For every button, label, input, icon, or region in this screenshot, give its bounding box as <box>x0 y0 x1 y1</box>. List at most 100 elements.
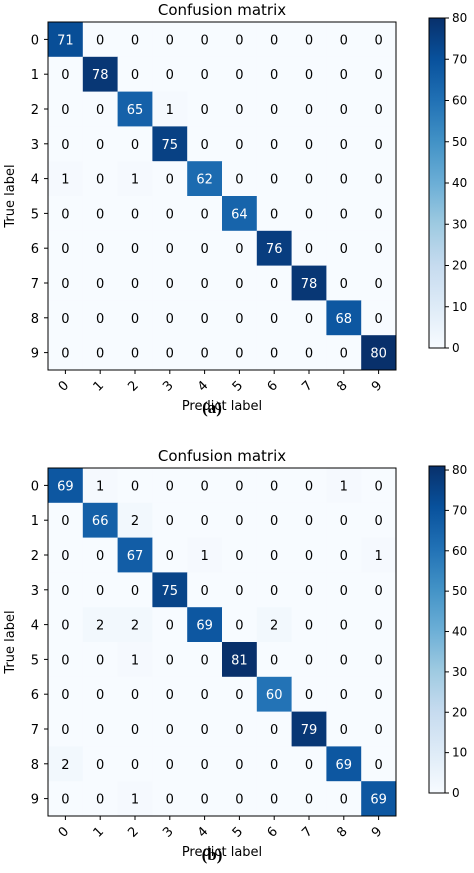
cell-value-label: 0 <box>270 33 278 48</box>
cell-value-label: 0 <box>374 688 382 703</box>
cell-value-label: 0 <box>305 68 313 83</box>
cell-value-label: 0 <box>200 207 208 222</box>
cell-value-label: 0 <box>166 312 174 327</box>
cell-value-label: 1 <box>61 173 69 188</box>
cell-value-label: 75 <box>162 138 179 153</box>
cell-value-label: 81 <box>231 653 248 668</box>
cell-value-label: 0 <box>305 173 313 188</box>
colorbar <box>429 466 445 793</box>
cell-value-label: 0 <box>131 312 139 327</box>
cell-value-label: 0 <box>235 688 243 703</box>
y-tick-label: 3 <box>31 138 39 153</box>
cell-value-label: 0 <box>270 277 278 292</box>
cell-value-label: 0 <box>305 793 313 808</box>
cell-value-label: 0 <box>270 347 278 362</box>
cell-value-label: 0 <box>166 653 174 668</box>
x-tick-label: 5 <box>230 378 246 394</box>
cell-value-label: 0 <box>235 312 243 327</box>
cell-value-label: 0 <box>96 758 104 773</box>
cell-value-label: 0 <box>61 723 69 738</box>
cell-value-label: 0 <box>305 619 313 634</box>
cell-value-label: 0 <box>200 479 208 494</box>
x-tick-label: 7 <box>299 378 315 394</box>
chart-title: Confusion matrix <box>158 447 286 465</box>
colorbar-tick-label: 10 <box>452 746 467 760</box>
y-axis-label: True label <box>3 164 18 228</box>
cell-value-label: 69 <box>336 758 353 773</box>
cell-value-label: 62 <box>196 173 213 188</box>
cell-value-label: 0 <box>305 653 313 668</box>
y-tick-label: 9 <box>31 793 39 808</box>
y-tick-label: 4 <box>31 173 39 188</box>
cell-value-label: 0 <box>235 242 243 257</box>
cell-value-label: 0 <box>200 277 208 292</box>
cell-value-label: 0 <box>61 688 69 703</box>
cell-value-label: 0 <box>305 584 313 599</box>
cell-value-label: 0 <box>200 138 208 153</box>
y-tick-label: 6 <box>31 688 39 703</box>
cell-value-label: 0 <box>270 584 278 599</box>
cell-value-label: 0 <box>374 723 382 738</box>
colorbar-tick-label: 50 <box>452 135 467 149</box>
colorbar <box>429 18 445 348</box>
cell-value-label: 2 <box>96 619 104 634</box>
cell-value-label: 0 <box>166 242 174 257</box>
x-tick-label: 4 <box>195 824 211 840</box>
cell-value-label: 0 <box>340 347 348 362</box>
x-tick-label: 9 <box>369 378 385 394</box>
y-tick-label: 8 <box>31 312 39 327</box>
cell-value-label: 0 <box>270 207 278 222</box>
cell-value-label: 0 <box>235 347 243 362</box>
x-tick-label: 8 <box>334 378 350 394</box>
x-tick-label: 1 <box>91 378 107 394</box>
cell-value-label: 71 <box>57 33 74 48</box>
y-tick-label: 1 <box>31 68 39 83</box>
cell-value-label: 0 <box>200 68 208 83</box>
cell-value-label: 2 <box>270 619 278 634</box>
cell-value-label: 0 <box>166 793 174 808</box>
cell-value-label: 0 <box>96 653 104 668</box>
cell-value-label: 76 <box>266 242 283 257</box>
colorbar-tick-label: 70 <box>452 52 467 66</box>
cell-value-label: 0 <box>166 173 174 188</box>
cell-value-label: 0 <box>166 277 174 292</box>
cell-value-label: 1 <box>374 549 382 564</box>
cell-value-label: 0 <box>200 653 208 668</box>
cell-value-label: 0 <box>96 242 104 257</box>
cell-value-label: 0 <box>235 277 243 292</box>
cell-value-label: 0 <box>96 549 104 564</box>
cell-value-label: 65 <box>127 103 144 118</box>
colorbar-tick-label: 0 <box>452 341 460 355</box>
colorbar-tick-label: 70 <box>452 503 467 517</box>
cell-value-label: 0 <box>270 793 278 808</box>
cell-value-label: 2 <box>61 758 69 773</box>
cell-value-label: 0 <box>61 277 69 292</box>
x-tick-label: 7 <box>299 824 315 840</box>
colorbar-tick-label: 40 <box>452 176 467 190</box>
cell-value-label: 0 <box>61 514 69 529</box>
cell-value-label: 0 <box>200 793 208 808</box>
cell-value-label: 0 <box>270 173 278 188</box>
cell-value-label: 0 <box>374 514 382 529</box>
cell-value-label: 0 <box>270 103 278 118</box>
cell-value-label: 1 <box>96 479 104 494</box>
cell-value-label: 0 <box>340 207 348 222</box>
cell-value-label: 2 <box>131 514 139 529</box>
colorbar-tick-label: 10 <box>452 300 467 314</box>
cell-value-label: 0 <box>270 758 278 773</box>
colorbar-tick-label: 60 <box>452 94 467 108</box>
y-tick-label: 0 <box>31 479 39 494</box>
x-axis-label: Predict label <box>182 399 262 414</box>
cell-value-label: 0 <box>340 723 348 738</box>
cell-value-label: 0 <box>235 619 243 634</box>
cell-value-label: 0 <box>61 207 69 222</box>
cell-value-label: 0 <box>340 277 348 292</box>
cell-value-label: 79 <box>301 723 318 738</box>
colorbar-tick-label: 0 <box>452 786 460 800</box>
cell-value-label: 0 <box>131 347 139 362</box>
cell-value-label: 0 <box>96 312 104 327</box>
panel-label: (b) <box>202 845 223 864</box>
cell-value-label: 0 <box>235 723 243 738</box>
cell-value-label: 0 <box>374 68 382 83</box>
cell-value-label: 0 <box>61 242 69 257</box>
